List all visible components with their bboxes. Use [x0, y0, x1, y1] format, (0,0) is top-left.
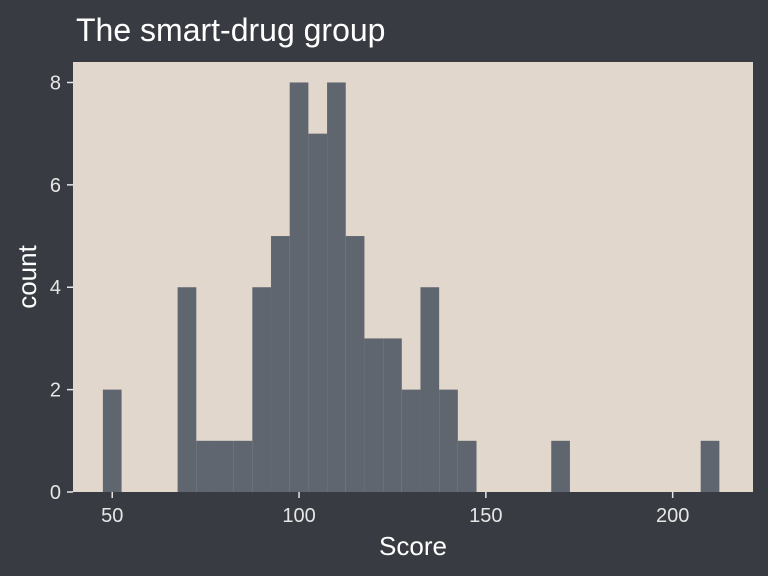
histogram-bar: [102, 389, 122, 492]
histogram-bar: [327, 82, 346, 492]
y-tick-label: 2: [50, 380, 61, 402]
histogram-bar: [289, 82, 309, 492]
histogram-bar: [271, 236, 290, 492]
x-tick-label: 50: [101, 505, 123, 527]
x-tick-label: 150: [469, 505, 502, 527]
histogram-bar: [233, 440, 253, 492]
y-axis-title: count: [12, 244, 42, 308]
y-tick-label: 0: [50, 482, 61, 504]
y-axis: 0 2 4 6 8: [50, 72, 73, 504]
chart-title: The smart-drug group: [76, 12, 385, 48]
histogram-bar: [308, 133, 328, 492]
x-tick-label: 100: [282, 505, 315, 527]
histogram-bar: [196, 440, 215, 492]
histogram-bar: [177, 287, 197, 492]
y-tick-label: 8: [50, 72, 61, 94]
y-tick-label: 6: [50, 175, 61, 197]
histogram-bar: [439, 389, 458, 492]
x-tick-label: 200: [656, 505, 689, 527]
x-axis-title: Score: [379, 531, 447, 561]
histogram-bar: [401, 389, 421, 492]
histogram-bar: [345, 236, 365, 492]
histogram-bar: [214, 440, 234, 492]
histogram-bar: [700, 440, 720, 492]
histogram-bar: [551, 440, 570, 492]
histogram-bar: [252, 287, 272, 492]
bars-group: [102, 82, 720, 492]
x-axis: 50 100 150 200: [101, 492, 689, 527]
histogram-bar: [364, 338, 384, 492]
histogram-bar: [420, 287, 440, 492]
histogram-bar: [457, 440, 477, 492]
histogram-bar: [383, 338, 402, 492]
y-tick-label: 4: [50, 277, 61, 299]
